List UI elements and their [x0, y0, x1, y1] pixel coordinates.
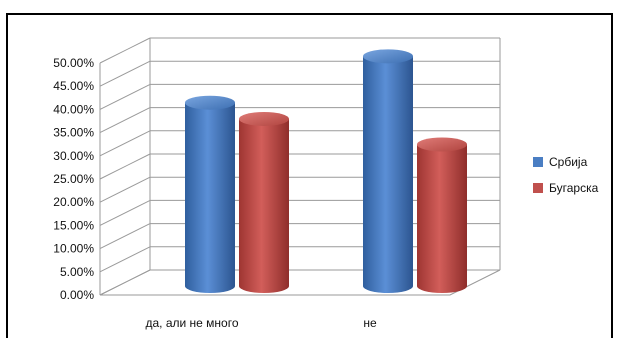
- bar-bugarska: [239, 111, 289, 294]
- bars: [185, 49, 467, 294]
- bar-body: [363, 56, 413, 293]
- gridline-side: [99, 246, 151, 273]
- y-tick-label: 15.00%: [53, 218, 94, 232]
- gridline-side: [99, 107, 151, 134]
- chart-frame: [6, 13, 613, 338]
- gridline-side: [99, 37, 151, 64]
- bar-top: [185, 95, 235, 110]
- gridline-side: [99, 176, 151, 203]
- gridline-side: [99, 83, 151, 110]
- legend-label: Србија: [549, 155, 588, 169]
- bar-srbija: [185, 95, 235, 293]
- y-tick-label: 5.00%: [60, 265, 94, 279]
- gridline-side: [99, 269, 151, 296]
- legend-swatch: [533, 183, 543, 193]
- gridline-side: [99, 60, 151, 87]
- x-category-label: да, али не много: [145, 316, 238, 330]
- x-axis-categories: да, али не много не: [145, 316, 376, 330]
- gridline-side: [99, 130, 151, 157]
- legend-label: Бугарска: [549, 181, 599, 195]
- y-tick-label: 45.00%: [53, 79, 94, 93]
- bar-top: [363, 49, 413, 64]
- y-tick-label: 25.00%: [53, 172, 94, 186]
- bar-bugarska: [417, 137, 467, 293]
- gridline-side: [99, 153, 151, 180]
- gridline-side: [99, 223, 151, 250]
- bar-body: [239, 118, 289, 294]
- y-tick-label: 30.00%: [53, 149, 94, 163]
- legend-swatch: [533, 157, 543, 167]
- bar-top: [239, 111, 289, 126]
- y-tick-label: 20.00%: [53, 195, 94, 209]
- gridline-side: [99, 199, 151, 226]
- y-tick-label: 10.00%: [53, 242, 94, 256]
- y-tick-label: 50.00%: [53, 56, 94, 70]
- y-tick-label: 35.00%: [53, 126, 94, 140]
- y-tick-label: 40.00%: [53, 102, 94, 116]
- legend: Србија Бугарска: [533, 155, 599, 195]
- x-category-label: не: [363, 316, 377, 330]
- y-tick-label: 0.00%: [60, 288, 94, 302]
- bar-srbija: [363, 49, 413, 293]
- bar-body: [185, 102, 235, 293]
- y-axis-ticks: 0.00% 5.00% 10.00% 15.00% 20.00% 25.00% 30.00%…: [53, 56, 94, 302]
- bar-top: [417, 137, 467, 152]
- bar-body: [417, 144, 467, 293]
